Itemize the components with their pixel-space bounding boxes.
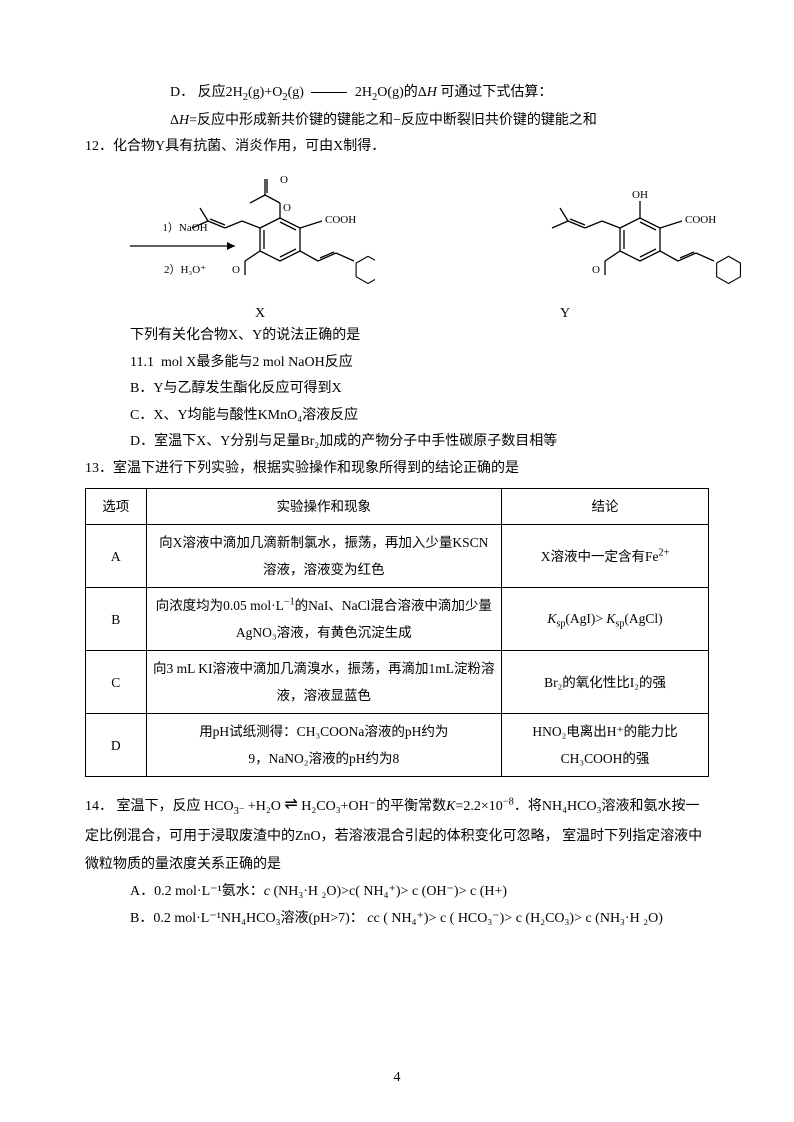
- header-conclusion: 结论: [502, 489, 709, 525]
- reaction-arrow: [311, 92, 347, 93]
- table-header-row: 选项 实验操作和现象 结论: [86, 489, 709, 525]
- svg-text:OH: OH: [632, 189, 648, 201]
- header-operation: 实验操作和现象: [146, 489, 502, 525]
- table-row: D 用pH试纸测得：CH₃COONa溶液的pH约为 9，NaNO₂溶液的pH约为…: [86, 714, 709, 777]
- svg-text:COOH: COOH: [325, 214, 356, 226]
- q12-option-a: 11.1 mol X最多能与2 mol NaOH反应: [130, 350, 709, 377]
- q14-stem: 14． 室温下，反应 HCO3⁻ +H₂O ⇌ H₂CO₃+OH⁻的平衡常数K=…: [85, 791, 709, 879]
- table-row: B 向浓度均为0.05 mol·L−1的NaI、NaCl混合溶液中滴加少量AgN…: [86, 588, 709, 651]
- svg-text:O: O: [283, 202, 291, 214]
- label-x: X: [255, 301, 265, 328]
- q14-option-a: A．0.2 mol·L⁻¹氨水：c (NH₃·H ₂O)>c( NH₄⁺)> c…: [130, 879, 709, 906]
- q12-option-d: D．室温下X、Y分别与足量Br₂加成的产物分子中手性碳原子数目相等: [130, 429, 709, 456]
- q13-table: 选项 实验操作和现象 结论 A 向X溶液中滴加几滴新制氯水，振荡，再加入少量KS…: [85, 488, 709, 777]
- label: D．: [170, 85, 194, 100]
- q12-option-c: C．X、Y均能与酸性KMnO₄溶液反应: [130, 403, 709, 430]
- svg-text:COOH: COOH: [685, 214, 716, 226]
- q13-stem: 13．室温下进行下列实验，根据实验操作和现象所得到的结论正确的是: [85, 456, 709, 483]
- table-row: A 向X溶液中滴加几滴新制氯水，振荡，再加入少量KSCN溶液，溶液变为红色 X溶…: [86, 525, 709, 588]
- q14-option-b: B．0.2 mol·L⁻¹NH₄HCO₃溶液(pH>7)： cc ( NH₄⁺)…: [130, 906, 709, 933]
- svg-text:O: O: [592, 264, 600, 276]
- q12-substem: 下列有关化合物X、Y的说法正确的是: [130, 323, 709, 350]
- label-y: Y: [560, 301, 570, 328]
- table-row: C 向3 mL KI溶液中滴加几滴溴水，振荡，再滴加1mL淀粉溶液，溶液显蓝色 …: [86, 651, 709, 714]
- svg-text:O: O: [280, 174, 288, 186]
- reaction-conditions: 1）NaOH 2）H₃O⁺: [130, 218, 240, 281]
- q11-option-d-line2: ΔH=反应中形成新共价键的键能之和−反应中断裂旧共价键的键能之和: [170, 108, 709, 135]
- q12-structures: O O COOH O 1）NaOH 2）H₃O⁺: [130, 173, 709, 298]
- page-number: 4: [0, 1065, 794, 1092]
- header-option: 选项: [86, 489, 147, 525]
- q12-option-b: B．Y与乙醇发生酯化反应可得到X: [130, 376, 709, 403]
- q12-stem: 12．化合物Y具有抗菌、消炎作用，可由X制得．: [85, 134, 709, 161]
- q11-option-d: D． 反应2H2(g)+O2(g) 2H2O(g)的ΔH 可通过下式估算：: [170, 80, 709, 108]
- structure-y-svg: OH COOH O: [505, 173, 750, 313]
